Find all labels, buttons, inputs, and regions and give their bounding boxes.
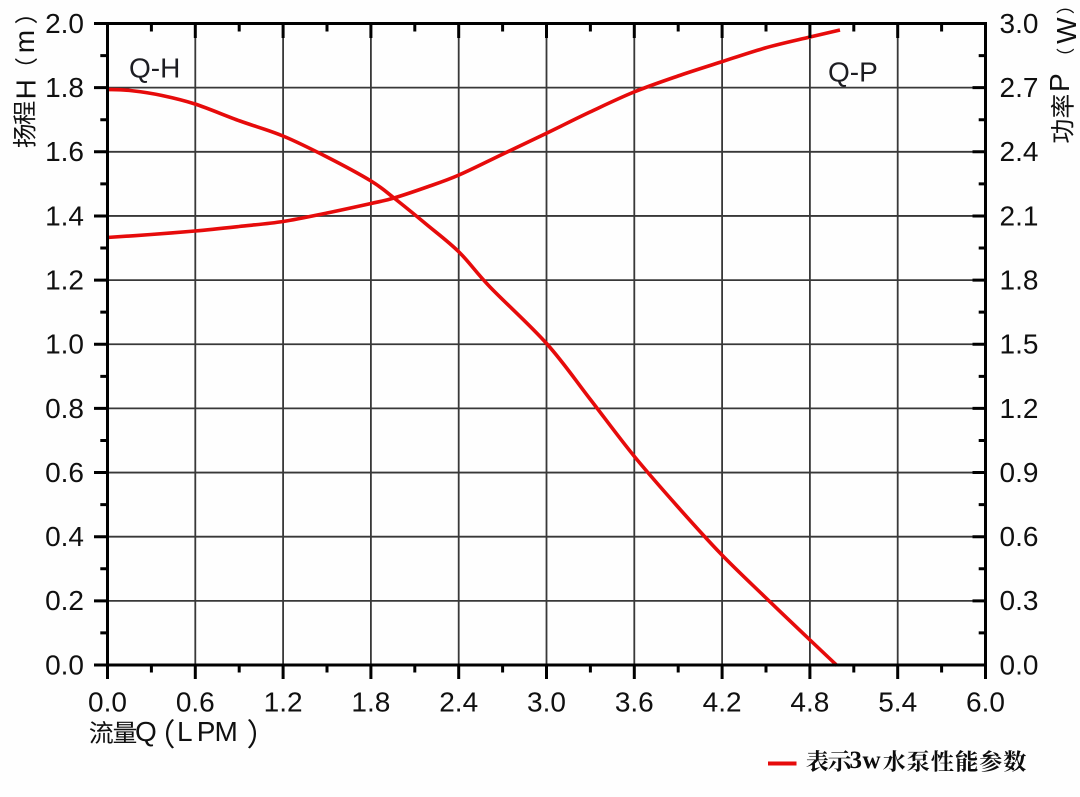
svg-text:6.0: 6.0 (966, 687, 1005, 718)
svg-text:1.4: 1.4 (45, 200, 84, 231)
svg-text:0.0: 0.0 (1000, 649, 1039, 680)
svg-text:3: 3 (850, 747, 863, 774)
svg-text:Q-P: Q-P (828, 57, 878, 88)
svg-text:2.7: 2.7 (1000, 72, 1039, 103)
svg-text:P: P (197, 716, 216, 747)
svg-text:1.8: 1.8 (351, 687, 390, 718)
svg-text:W: W (1051, 17, 1080, 44)
svg-text:5.4: 5.4 (878, 687, 917, 718)
svg-text:2.4: 2.4 (1000, 136, 1039, 167)
svg-text:3.6: 3.6 (615, 687, 654, 718)
svg-text:1.5: 1.5 (1000, 329, 1039, 360)
svg-text:1.2: 1.2 (45, 265, 84, 296)
svg-text:0.0: 0.0 (45, 649, 84, 680)
svg-text:3.0: 3.0 (527, 687, 566, 718)
svg-text:0.2: 0.2 (45, 585, 84, 616)
svg-text:0.3: 0.3 (1000, 585, 1039, 616)
svg-text:0.0: 0.0 (88, 687, 127, 718)
svg-text:0.6: 0.6 (45, 457, 84, 488)
svg-text:0.4: 0.4 (45, 521, 84, 552)
svg-text:2.4: 2.4 (439, 687, 478, 718)
svg-text:w: w (863, 747, 881, 774)
svg-text:4.8: 4.8 (790, 687, 829, 718)
svg-text:1.6: 1.6 (45, 136, 84, 167)
svg-text:H: H (11, 79, 42, 99)
svg-text:0.9: 0.9 (1000, 457, 1039, 488)
svg-text:1.0: 1.0 (45, 329, 84, 360)
svg-text:1.8: 1.8 (1000, 265, 1039, 296)
svg-text:1.2: 1.2 (264, 687, 303, 718)
svg-text:0.6: 0.6 (176, 687, 215, 718)
svg-text:L: L (177, 716, 193, 747)
svg-text:M: M (215, 716, 238, 747)
svg-text:4.2: 4.2 (703, 687, 742, 718)
svg-text:Q: Q (135, 716, 157, 747)
svg-text:2.0: 2.0 (45, 8, 84, 39)
svg-text:1.2: 1.2 (1000, 393, 1039, 424)
svg-text:P: P (1044, 73, 1075, 92)
svg-text:2.1: 2.1 (1000, 200, 1039, 231)
svg-text:1.8: 1.8 (45, 72, 84, 103)
svg-text:3.0: 3.0 (1000, 8, 1039, 39)
svg-text:0.6: 0.6 (1000, 521, 1039, 552)
svg-text:Q-H: Q-H (129, 53, 180, 84)
svg-text:0.8: 0.8 (45, 393, 84, 424)
svg-text:m: m (9, 30, 40, 53)
